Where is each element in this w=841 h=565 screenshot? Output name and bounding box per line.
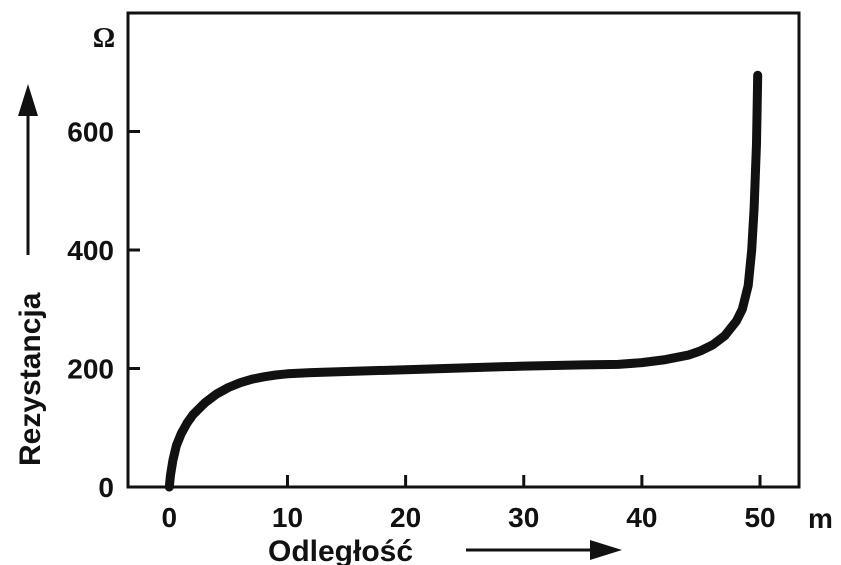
plot-frame — [126, 11, 801, 489]
x-axis-ticks — [167, 475, 762, 487]
x-tick-label: 40 — [626, 502, 657, 533]
x-axis-tick-labels: 0 10 20 30 40 50 — [162, 502, 776, 533]
y-tick-label: 600 — [67, 117, 114, 148]
x-tick-label: 50 — [744, 502, 775, 533]
y-tick-label: 0 — [98, 472, 114, 503]
y-tick-label: 400 — [67, 235, 114, 266]
y-axis-title: Rezystancja — [14, 292, 47, 466]
y-tick-label: 200 — [67, 354, 114, 385]
x-tick-label: 30 — [508, 502, 539, 533]
y-axis-arrow — [18, 84, 38, 255]
series-line — [164, 70, 763, 492]
x-axis-arrow — [466, 540, 622, 560]
x-tick-label: 0 — [162, 502, 178, 533]
x-unit-label: m — [808, 503, 833, 534]
y-axis-tick-labels: 0 200 400 600 — [67, 117, 114, 504]
x-axis-title: Odległość — [268, 535, 413, 565]
y-unit-label: Ω — [93, 23, 115, 54]
x-tick-label: 10 — [272, 502, 303, 533]
y-axis-ticks — [128, 130, 140, 489]
x-tick-label: 20 — [390, 502, 421, 533]
